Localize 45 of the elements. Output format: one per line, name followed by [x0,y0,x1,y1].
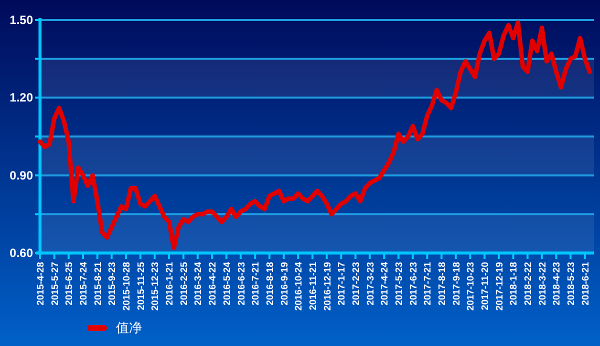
x-tick-label: 2016-6-23 [236,262,248,306]
x-tick-label: 2016-7-21 [250,261,262,306]
line-series [38,20,592,250]
x-tick-label: 2015-8-21 [92,261,104,306]
x-tick-label: 2016-1-21 [164,261,176,306]
x-tick-label: 2017-5-23 [394,262,405,306]
x-tick-label: 2017-9-18 [451,262,462,306]
x-tick-label: 2018-3-22 [537,262,548,306]
x-tick-label: 2017-11-20 [480,262,492,310]
x-tick-label: 2015-6-25 [64,261,76,306]
x-tick-label: 2016-5-24 [222,261,233,306]
x-tick-label: 2017-12-19 [494,262,506,311]
x-tick-label: 2016-9-19 [279,262,290,306]
x-tick-label: 2018-4-23 [552,262,563,306]
x-tick-label: 2016-4-22 [208,262,219,306]
x-tick-label: 2016-10-24 [294,261,305,311]
legend-label: 值净 [116,321,142,336]
x-tick-label: 2018-6-21 [580,261,592,306]
x-tick-label: 2017-10-23 [466,262,477,311]
x-tick-label: 2017-1-17 [336,262,348,306]
x-tick-label: 2017-7-21 [422,261,434,306]
x-tick-label: 2016-12-19 [322,262,334,311]
x-tick-label: 2015-7-24 [78,261,90,306]
x-tick-label: 2016-2-25 [178,261,190,306]
x-tick-label: 2016-11-21 [308,261,319,310]
x-tick-label: 2017-2-23 [350,262,362,306]
x-tick-label: 2015-9-23 [107,262,118,306]
y-tick-label: 1.50 [10,13,34,27]
x-tick-label: 2015-11-25 [136,261,147,310]
x-tick-label: 2018-2-22 [523,262,534,306]
x-tick-label: 2015-10-28 [122,262,133,311]
x-tick-label: 2015-12-23 [150,262,162,311]
x-tick-label: 2015-5-27 [50,262,61,306]
x-tick-label: 2016-3-24 [193,261,204,306]
x-tick-label: 2017-8-18 [437,262,448,306]
x-tick-label: 2016-8-18 [264,262,276,306]
y-tick-label: 1.20 [10,90,34,105]
x-tick-label: 2018-5-23 [566,262,578,306]
y-tick-label: 0.90 [10,168,34,182]
x-tick-label: 2017-6-23 [408,262,420,306]
y-tick-label: 0.60 [10,246,34,260]
x-tick-label: 2018-1-18 [508,262,520,306]
x-tick-label: 2017-3-23 [365,262,376,306]
x-tick-label: 2015-4-28 [36,262,46,306]
x-tick-label: 2017-4-24 [380,261,391,306]
